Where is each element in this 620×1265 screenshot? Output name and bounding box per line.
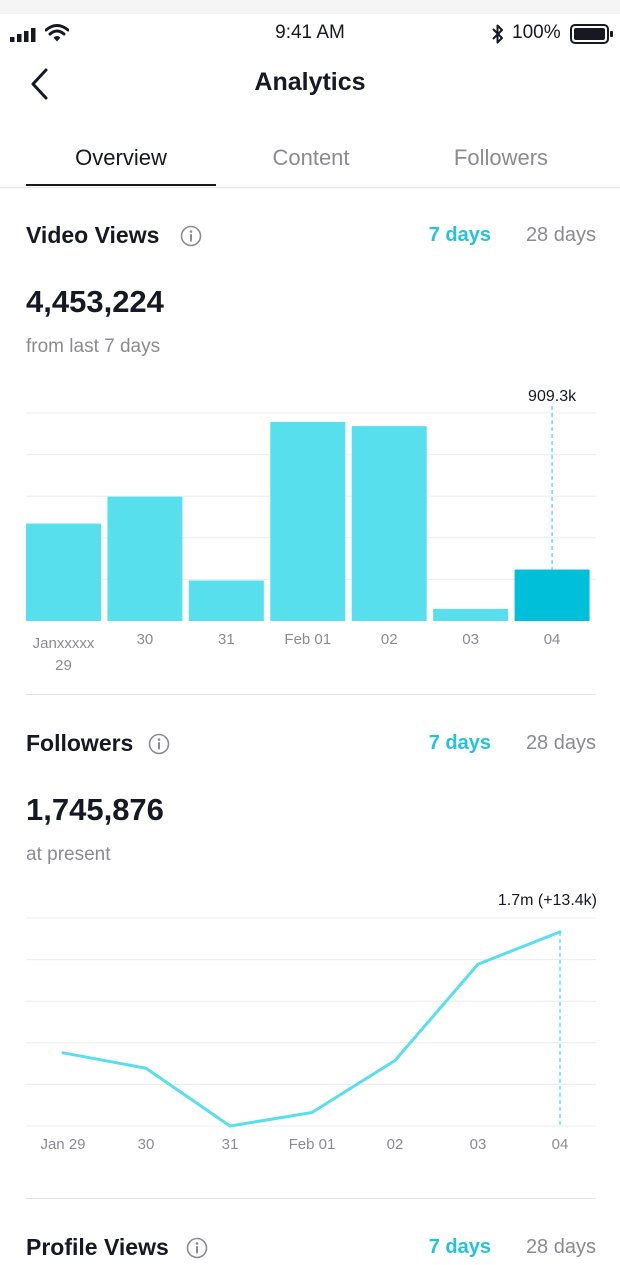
x-tick-label: 31 [222,1136,239,1153]
tab-content[interactable]: Content [272,145,350,170]
battery-icon [570,24,613,44]
section-divider [26,1198,596,1199]
bar [188,580,264,621]
bar [351,426,427,621]
video-views-caption: from last 7 days [26,336,161,357]
followers-line [61,930,562,1128]
x-tick-label: Feb 01 [284,631,331,648]
x-tick-label: 30 [137,631,154,648]
x-tick-label: 04 [544,631,561,648]
x-tick-label: 31 [218,631,235,648]
bar [107,496,183,621]
chevron-left-icon [31,68,48,100]
highlight-value-label: 909.3k [528,388,577,405]
x-tick-label: 02 [381,631,398,648]
profile-views-title: Profile Views [26,1234,169,1260]
video-views-header: Video Views 7 days 28 days [26,222,596,252]
signal-icon [10,28,36,42]
video-views-total: 4,453,224 [26,284,164,319]
range-7-days-button[interactable]: 7 days [428,732,491,754]
followers-header: Followers 7 days 28 days [26,730,596,760]
followers-title: Followers [26,730,134,756]
bar [433,608,509,621]
followers-total: 1,745,876 [26,792,164,827]
page-title: Analytics [254,68,366,96]
x-tick-label: 03 [462,631,479,648]
highlight-value-label: 1.7m (+13.4k) [498,892,597,909]
x-tick-label: Jan 29 [40,1136,85,1153]
range-28-days-button[interactable]: 28 days [525,224,596,246]
section-divider [26,694,596,695]
tab-followers[interactable]: Followers [453,145,549,170]
info-icon[interactable] [180,225,202,247]
battery-percent: 100% [512,22,561,43]
range-7-days-button[interactable]: 7 days [428,224,491,246]
x-tick-label: Janxxxxx [33,635,95,652]
bar [514,569,590,621]
bluetooth-icon [492,24,503,44]
info-icon[interactable] [186,1237,208,1259]
video-views-bar-chart: 909.3k Janxxxxx 29 30 31 Feb 01 02 03 04 [26,388,596,674]
wifi-icon [45,24,69,42]
x-tick-label: 03 [470,1136,487,1153]
range-28-days-button[interactable]: 28 days [525,732,596,754]
range-28-days-button[interactable]: 28 days [525,1236,596,1258]
x-tick-label: 04 [552,1136,569,1153]
followers-caption: at present [26,844,111,865]
top-strip [0,0,620,14]
active-tab-indicator [26,184,216,186]
x-tick-label: 30 [138,1136,155,1153]
followers-line-chart: 1.7m (+13.4k) Jan 29 30 31 Feb 01 02 03 04 [26,892,597,1153]
nav-bar: Analytics [0,54,620,114]
bar [26,523,101,621]
x-tick-label: 29 [55,657,72,674]
tab-overview[interactable]: Overview [75,145,167,170]
tab-bar: Overview Content Followers [0,135,620,188]
status-bar: 9:41 AM 100% [0,14,620,54]
x-tick-label: Feb 01 [289,1136,336,1153]
x-tick-label: 02 [387,1136,404,1153]
bar [270,421,346,621]
info-icon[interactable] [148,733,170,755]
profile-views-header: Profile Views 7 days 28 days [26,1234,596,1264]
video-views-title: Video Views [26,222,160,248]
status-time: 9:41 AM [275,22,345,43]
back-button[interactable] [18,62,62,106]
range-7-days-button[interactable]: 7 days [428,1236,491,1258]
